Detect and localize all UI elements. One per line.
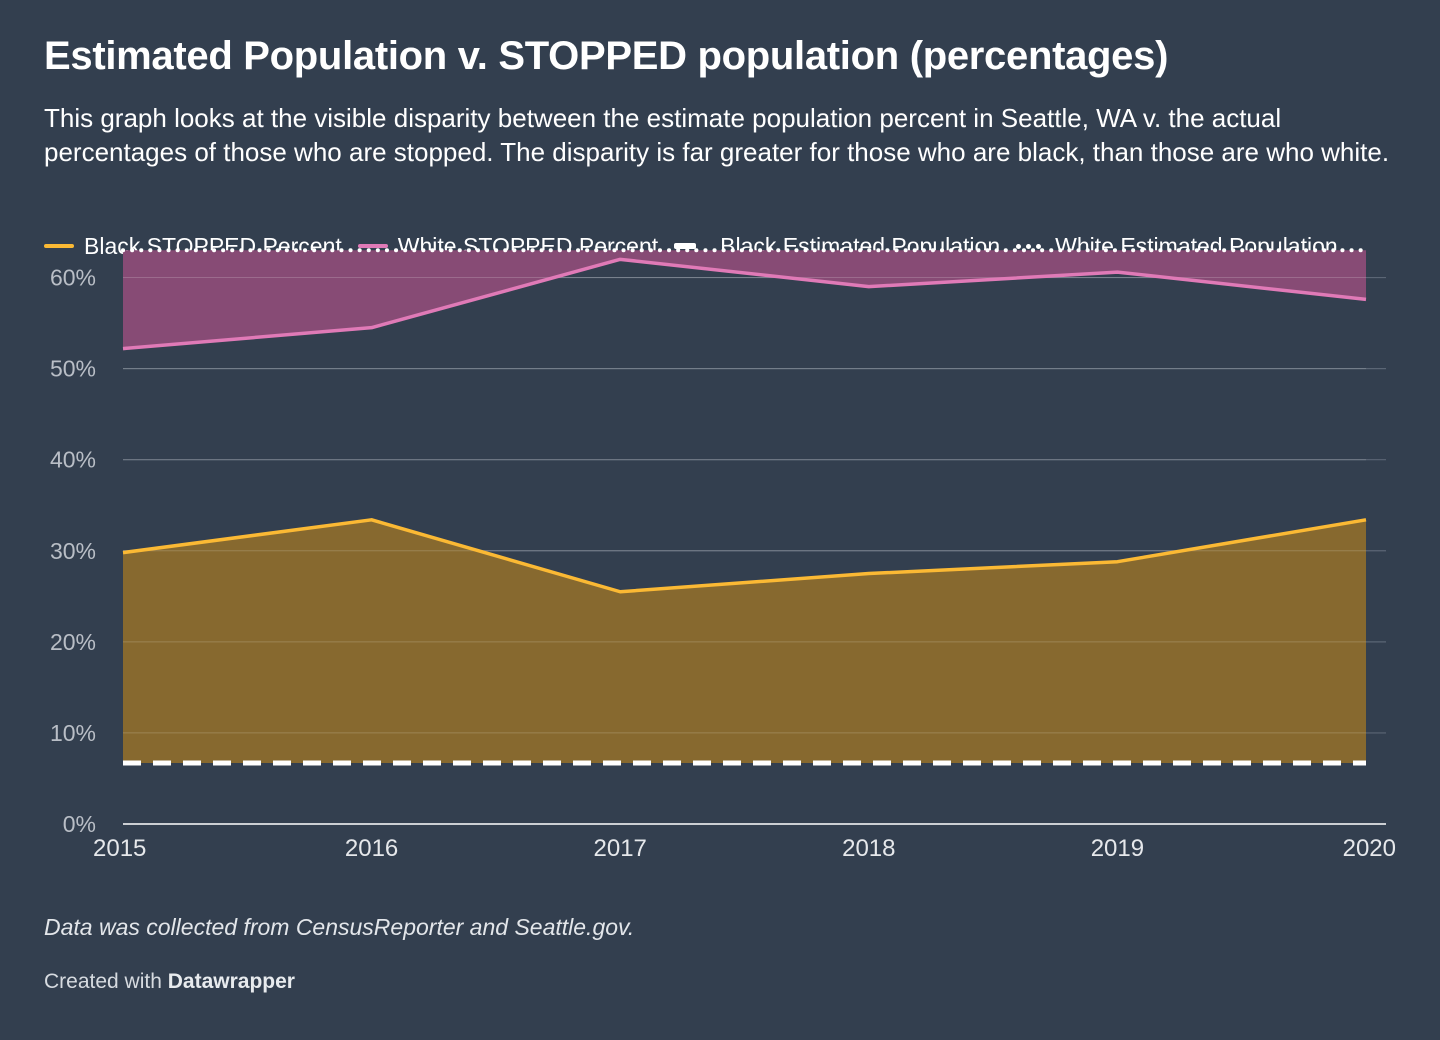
data-point-series3-2020 [1364, 248, 1368, 252]
data-point-series0-2020 [1364, 518, 1368, 522]
data-point-series1-2015 [121, 347, 125, 351]
legend-swatch-black-estimate [674, 243, 697, 249]
data-point-series0-2019 [1115, 560, 1119, 564]
series-line-black-stopped [122, 518, 1367, 594]
y-tick-label-30: 30% [50, 538, 96, 564]
data-point-series2-2015 [121, 761, 125, 765]
y-tick-label-20: 20% [50, 629, 96, 655]
data-point-series0-2015 [121, 551, 125, 555]
chart-credit: Created with Datawrapper [44, 970, 295, 994]
data-point-series0-2016 [370, 518, 374, 522]
data-point-series1-2016 [370, 326, 374, 330]
area-black-disparity [123, 519, 1366, 763]
chart-title: Estimated Population v. STOPPED populati… [44, 34, 1169, 78]
y-tick-label-0: 0% [63, 811, 96, 837]
x-tick-label-2018: 2018 [842, 835, 895, 862]
data-point-series2-2019 [1115, 761, 1119, 765]
chart-subtitle: This graph looks at the visible disparit… [44, 103, 1390, 167]
legend-swatch-white-estimate [1016, 243, 1042, 249]
data-point-series1-2019 [1115, 270, 1119, 274]
x-tick-label-2020: 2020 [1343, 835, 1396, 862]
y-tick-label-60: 60% [50, 265, 96, 291]
data-point-series3-2019 [1115, 248, 1119, 252]
legend-swatch-white-stopped [357, 244, 388, 248]
series-line-white-stopped [122, 257, 1367, 351]
credit-brand: Datawrapper [167, 970, 295, 993]
x-tick-label-2016: 2016 [345, 835, 398, 862]
data-point-series0-2017 [618, 590, 622, 594]
data-point-series0-2018 [867, 572, 871, 576]
data-point-series2-2016 [370, 761, 374, 765]
data-point-series2-2018 [867, 761, 871, 765]
credit-prefix: Created with [44, 970, 162, 993]
y-tick-label-50: 50% [50, 356, 96, 382]
data-point-series1-2017 [618, 257, 622, 261]
data-point-series2-2017 [618, 761, 622, 765]
chart-notes: Data was collected from CensusReporter a… [44, 914, 635, 940]
x-tick-label-2019: 2019 [1091, 835, 1144, 862]
y-tick-label-10: 10% [50, 720, 96, 746]
y-tick-label-40: 40% [50, 447, 96, 473]
data-point-series3-2016 [370, 248, 374, 252]
chart-plot: 0% 10% 20% 30% 40% 50% 60% 2015 2016 2017 2018 2019… [50, 248, 1396, 862]
data-point-series3-2015 [121, 248, 125, 252]
x-tick-label-2017: 2017 [594, 835, 647, 862]
data-point-series1-2020 [1364, 297, 1368, 301]
legend-swatch-black-stopped [44, 244, 74, 248]
data-point-series3-2017 [618, 248, 622, 252]
data-point-series3-2018 [867, 248, 871, 252]
data-point-series1-2018 [867, 285, 871, 289]
data-point-series2-2020 [1364, 761, 1368, 765]
x-tick-label-2015: 2015 [93, 835, 146, 862]
